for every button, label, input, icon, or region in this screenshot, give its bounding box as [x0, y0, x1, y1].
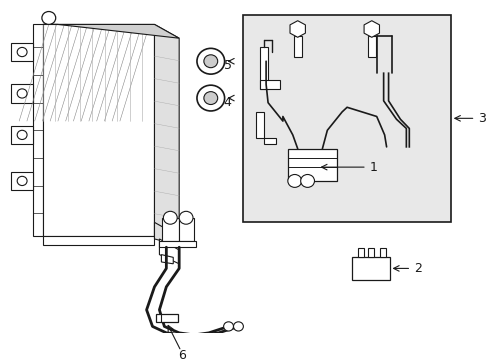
- Polygon shape: [287, 149, 337, 181]
- Circle shape: [197, 85, 224, 111]
- Polygon shape: [159, 241, 196, 247]
- Polygon shape: [256, 112, 275, 144]
- Circle shape: [17, 176, 27, 185]
- Polygon shape: [179, 218, 194, 241]
- Polygon shape: [367, 36, 375, 57]
- Polygon shape: [154, 222, 179, 246]
- Circle shape: [287, 175, 301, 188]
- Polygon shape: [43, 24, 154, 236]
- Circle shape: [17, 89, 27, 98]
- Circle shape: [203, 92, 217, 104]
- Polygon shape: [351, 257, 389, 280]
- Polygon shape: [11, 172, 33, 190]
- Text: 6: 6: [178, 350, 186, 360]
- Circle shape: [223, 322, 233, 331]
- Polygon shape: [161, 255, 173, 264]
- Polygon shape: [154, 24, 179, 241]
- Text: 3: 3: [477, 112, 486, 125]
- Circle shape: [163, 211, 177, 224]
- Polygon shape: [260, 80, 279, 89]
- Polygon shape: [379, 248, 385, 257]
- Circle shape: [17, 130, 27, 140]
- Text: 4: 4: [223, 96, 231, 109]
- Polygon shape: [357, 248, 363, 257]
- Polygon shape: [156, 314, 178, 322]
- Polygon shape: [162, 218, 179, 241]
- Polygon shape: [43, 24, 179, 38]
- Circle shape: [179, 211, 193, 224]
- Circle shape: [203, 55, 217, 68]
- Polygon shape: [289, 21, 305, 37]
- Polygon shape: [159, 239, 179, 264]
- Circle shape: [42, 12, 56, 24]
- Bar: [243, 15, 450, 222]
- Polygon shape: [11, 126, 33, 144]
- Text: 2: 2: [413, 262, 421, 275]
- Text: 1: 1: [369, 161, 377, 174]
- Polygon shape: [293, 36, 301, 57]
- Polygon shape: [11, 84, 33, 103]
- Polygon shape: [43, 236, 154, 246]
- Circle shape: [233, 322, 243, 331]
- Circle shape: [300, 175, 314, 188]
- Circle shape: [197, 48, 224, 74]
- Polygon shape: [367, 248, 373, 257]
- Polygon shape: [364, 21, 379, 37]
- Polygon shape: [260, 48, 267, 89]
- Text: 5: 5: [223, 59, 231, 72]
- Circle shape: [17, 48, 27, 57]
- Polygon shape: [11, 43, 33, 61]
- Polygon shape: [33, 24, 43, 236]
